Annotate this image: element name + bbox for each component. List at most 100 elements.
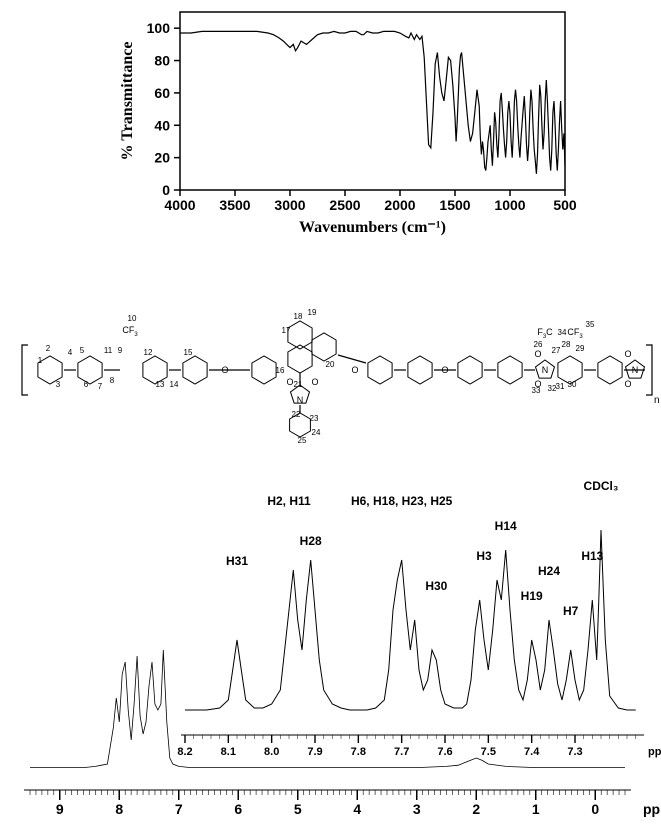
svg-text:16: 16 bbox=[276, 366, 285, 375]
svg-text:6: 6 bbox=[234, 801, 242, 817]
svg-text:Wavenumbers (cm⁻¹): Wavenumbers (cm⁻¹) bbox=[299, 219, 446, 236]
svg-text:21: 21 bbox=[294, 380, 303, 389]
svg-text:5: 5 bbox=[294, 801, 302, 817]
svg-text:20: 20 bbox=[326, 360, 335, 369]
svg-text:ppm: ppm bbox=[648, 746, 661, 758]
svg-text:7.5: 7.5 bbox=[481, 746, 496, 758]
svg-text:1: 1 bbox=[38, 356, 43, 365]
svg-text:10: 10 bbox=[128, 314, 137, 323]
svg-text:H3: H3 bbox=[476, 549, 492, 563]
svg-text:2000: 2000 bbox=[384, 197, 415, 213]
svg-text:30: 30 bbox=[568, 380, 577, 389]
svg-text:CF3: CF3 bbox=[122, 325, 138, 338]
svg-text:24: 24 bbox=[312, 428, 321, 437]
svg-text:7.3: 7.3 bbox=[567, 746, 582, 758]
svg-text:8.1: 8.1 bbox=[221, 746, 236, 758]
svg-text:7.7: 7.7 bbox=[394, 746, 409, 758]
svg-text:0: 0 bbox=[591, 801, 599, 817]
svg-text:7.4: 7.4 bbox=[524, 746, 540, 758]
svg-text:H14: H14 bbox=[495, 519, 517, 533]
svg-text:O: O bbox=[441, 365, 448, 375]
svg-text:H2, H11: H2, H11 bbox=[267, 494, 311, 508]
svg-text:14: 14 bbox=[170, 380, 179, 389]
svg-text:3: 3 bbox=[413, 801, 421, 817]
svg-text:18: 18 bbox=[294, 312, 303, 321]
svg-text:8.2: 8.2 bbox=[177, 746, 192, 758]
svg-text:O: O bbox=[286, 377, 293, 387]
svg-text:40: 40 bbox=[154, 117, 170, 133]
svg-text:O: O bbox=[624, 349, 631, 359]
svg-text:25: 25 bbox=[298, 436, 307, 445]
svg-text:7: 7 bbox=[98, 382, 103, 391]
svg-text:7.8: 7.8 bbox=[351, 746, 366, 758]
svg-text:4: 4 bbox=[68, 348, 73, 357]
svg-text:100: 100 bbox=[147, 20, 171, 36]
svg-text:O: O bbox=[534, 349, 541, 359]
svg-text:22: 22 bbox=[292, 410, 301, 419]
svg-text:35: 35 bbox=[586, 320, 595, 329]
svg-text:H19: H19 bbox=[521, 589, 543, 603]
svg-text:32: 32 bbox=[548, 384, 557, 393]
svg-text:O: O bbox=[311, 377, 318, 387]
svg-text:29: 29 bbox=[576, 344, 585, 353]
svg-text:9: 9 bbox=[56, 801, 64, 817]
svg-text:26: 26 bbox=[534, 340, 543, 349]
svg-text:% Transmittance: % Transmittance bbox=[119, 42, 136, 161]
svg-text:19: 19 bbox=[308, 308, 317, 317]
svg-text:CF3: CF3 bbox=[567, 327, 583, 340]
svg-text:H7: H7 bbox=[563, 604, 579, 618]
svg-text:60: 60 bbox=[154, 85, 170, 101]
svg-text:33: 33 bbox=[532, 386, 541, 395]
svg-text:O: O bbox=[624, 379, 631, 389]
svg-text:N: N bbox=[632, 365, 639, 375]
svg-text:2500: 2500 bbox=[329, 197, 360, 213]
svg-text:11: 11 bbox=[104, 346, 113, 355]
svg-text:500: 500 bbox=[553, 197, 577, 213]
svg-text:H31: H31 bbox=[226, 554, 248, 568]
svg-text:12: 12 bbox=[144, 348, 153, 357]
svg-text:8: 8 bbox=[115, 801, 123, 817]
svg-text:CDCl₃: CDCl₃ bbox=[584, 479, 619, 493]
svg-text:H24: H24 bbox=[538, 564, 560, 578]
svg-text:1000: 1000 bbox=[494, 197, 525, 213]
svg-text:15: 15 bbox=[184, 348, 193, 357]
svg-text:20: 20 bbox=[154, 150, 170, 166]
svg-text:H13: H13 bbox=[581, 549, 603, 563]
svg-text:17: 17 bbox=[282, 326, 291, 335]
svg-text:4: 4 bbox=[353, 801, 361, 817]
svg-text:5: 5 bbox=[80, 346, 85, 355]
figure-svg: 0204060801004000350030002500200015001000… bbox=[0, 0, 661, 829]
svg-text:2: 2 bbox=[472, 801, 480, 817]
svg-text:27: 27 bbox=[552, 346, 561, 355]
svg-text:O: O bbox=[351, 365, 358, 375]
svg-text:7.9: 7.9 bbox=[307, 746, 322, 758]
figure-container: 0204060801004000350030002500200015001000… bbox=[0, 0, 661, 829]
svg-text:28: 28 bbox=[562, 340, 571, 349]
svg-text:1500: 1500 bbox=[439, 197, 470, 213]
svg-text:n: n bbox=[654, 395, 660, 406]
svg-text:3: 3 bbox=[56, 380, 61, 389]
svg-text:34: 34 bbox=[558, 328, 567, 337]
svg-text:H28: H28 bbox=[300, 534, 322, 548]
svg-text:7: 7 bbox=[175, 801, 183, 817]
svg-text:9: 9 bbox=[118, 346, 123, 355]
svg-text:8: 8 bbox=[110, 376, 115, 385]
svg-text:ppm: ppm bbox=[643, 801, 661, 817]
svg-text:3000: 3000 bbox=[274, 197, 305, 213]
svg-text:1: 1 bbox=[532, 801, 540, 817]
svg-text:2: 2 bbox=[46, 344, 51, 353]
svg-text:F3C: F3C bbox=[537, 327, 553, 340]
svg-text:3500: 3500 bbox=[219, 197, 250, 213]
svg-text:7.6: 7.6 bbox=[437, 746, 452, 758]
svg-text:H6, H18, H23, H25: H6, H18, H23, H25 bbox=[351, 494, 453, 508]
svg-text:8.0: 8.0 bbox=[264, 746, 279, 758]
svg-text:4000: 4000 bbox=[164, 197, 195, 213]
svg-text:23: 23 bbox=[310, 414, 319, 423]
svg-text:13: 13 bbox=[156, 380, 165, 389]
svg-text:31: 31 bbox=[556, 382, 565, 391]
svg-text:N: N bbox=[542, 365, 549, 375]
svg-text:0: 0 bbox=[162, 182, 170, 198]
svg-text:O: O bbox=[221, 365, 228, 375]
svg-text:N: N bbox=[297, 395, 304, 405]
svg-text:H30: H30 bbox=[425, 579, 447, 593]
